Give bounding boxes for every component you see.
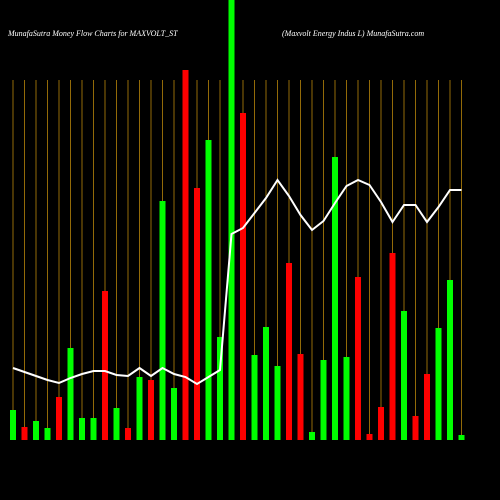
- bar: [205, 140, 212, 440]
- money-flow-line: [12, 178, 462, 386]
- bar: [309, 432, 315, 440]
- bar: [56, 397, 62, 440]
- bar: [447, 280, 453, 440]
- bar: [102, 291, 108, 440]
- bar: [125, 428, 131, 440]
- bar: [228, 0, 235, 440]
- bar: [159, 201, 166, 440]
- bar: [366, 434, 373, 440]
- bar: [458, 435, 465, 440]
- bar: [67, 348, 74, 440]
- bar: [378, 407, 384, 440]
- bar: [251, 355, 258, 440]
- bar: [33, 421, 39, 440]
- bar: [194, 188, 200, 440]
- bar: [343, 357, 350, 440]
- bar: [182, 70, 189, 440]
- bar: [320, 360, 327, 440]
- bar: [332, 157, 338, 440]
- bar: [113, 408, 120, 440]
- bar: [401, 311, 407, 440]
- bar: [136, 377, 143, 440]
- bar: [274, 366, 281, 440]
- bar: [389, 253, 396, 440]
- bar: [44, 428, 51, 440]
- bar: [435, 328, 442, 440]
- bar: [217, 337, 223, 440]
- bar: [263, 327, 269, 440]
- chart-title: MunafaSutra Money Flow Charts for MAXVOL…: [7, 29, 178, 38]
- bar: [10, 410, 16, 440]
- bar: [171, 388, 177, 440]
- chart-subtitle: (Maxvolt Energy Indus L) MunafaSutra.com: [282, 29, 424, 38]
- bar: [424, 374, 430, 440]
- bar: [240, 113, 246, 440]
- bar: [297, 354, 304, 440]
- bar: [79, 418, 85, 440]
- bar: [148, 380, 154, 440]
- bar: [21, 427, 28, 440]
- bar: [355, 277, 361, 440]
- bar: [90, 418, 97, 440]
- bar: [286, 263, 292, 440]
- bar: [412, 416, 419, 440]
